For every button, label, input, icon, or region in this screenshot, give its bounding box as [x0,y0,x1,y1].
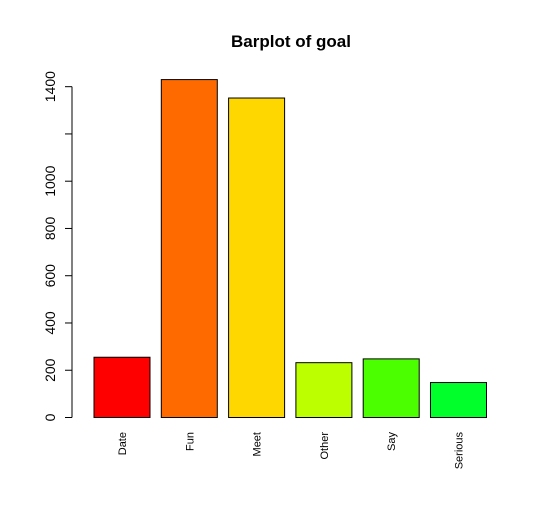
chart-title: Barplot of goal [231,32,351,51]
x-tick-label: Date [117,432,129,455]
y-axis: 0 200 400 600 800 1000 1400 [42,71,73,421]
bar-meet [228,97,286,418]
x-tick-label: Serious [454,432,466,470]
y-tick-label: 400 [42,311,58,335]
y-tick-label: 1000 [42,165,58,196]
bar-other [295,362,353,419]
x-axis-labels: Date Fun Meet Other Say Serious [117,432,466,470]
y-tick-label: 1400 [42,71,58,102]
y-tick-label: 200 [42,358,58,382]
bars-group [93,79,487,419]
x-tick-label: Fun [184,432,196,451]
y-tick-label: 800 [42,217,58,241]
y-tick-label: 600 [42,264,58,288]
y-tick-label: 0 [42,413,58,421]
x-tick-label: Other [319,432,331,460]
bar-serious [430,382,487,418]
bar-fun [160,79,218,418]
x-tick-label: Meet [252,432,264,456]
x-tick-label: Say [386,432,398,451]
bar-say [362,358,420,419]
bar-date [93,356,151,418]
